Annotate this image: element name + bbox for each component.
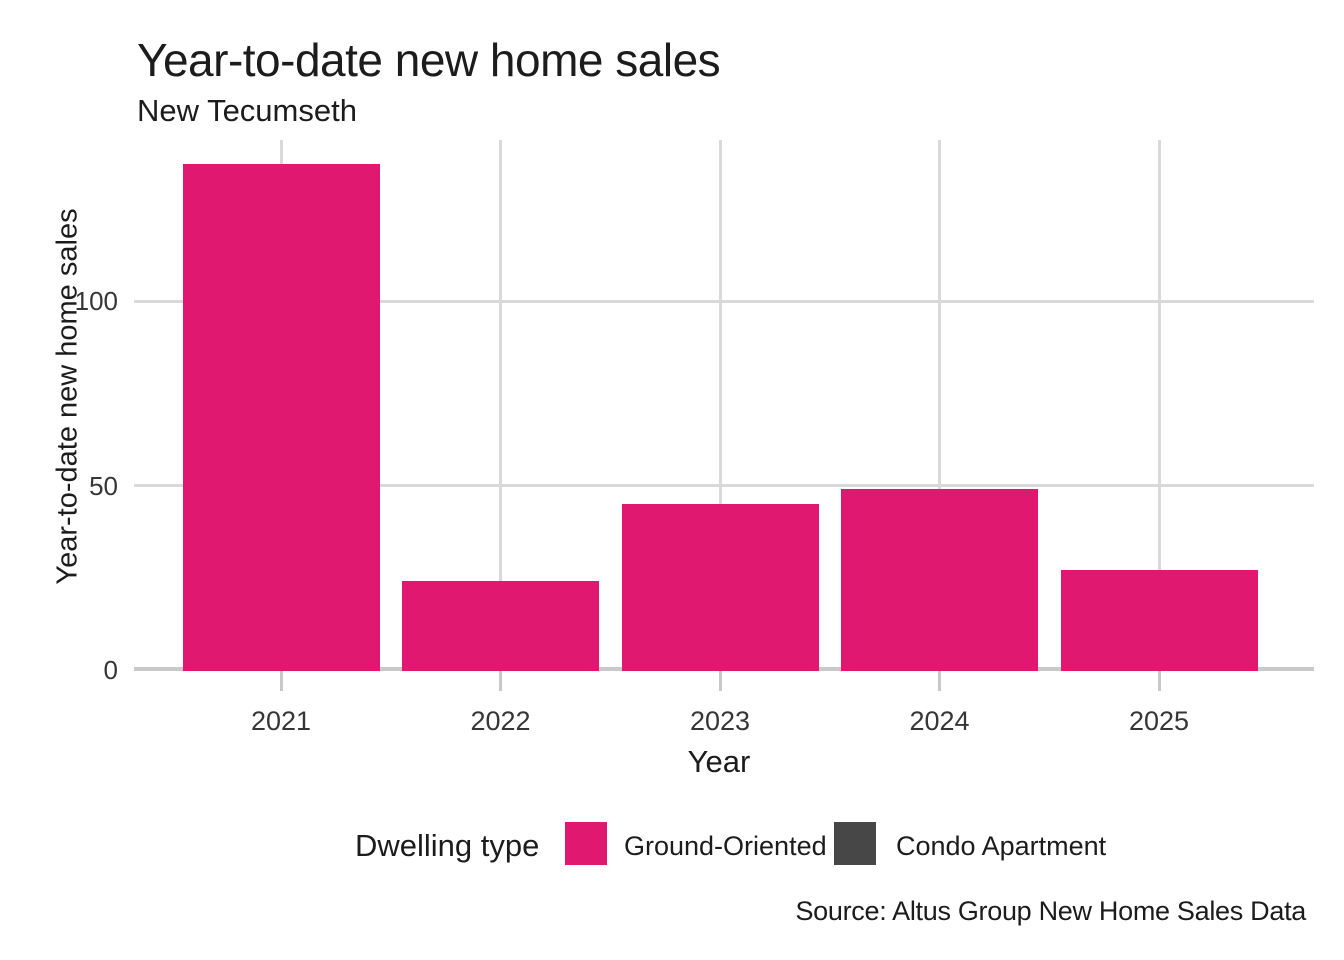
y-tick-label: 100 [74,286,118,316]
bar-ground-oriented-2021 [182,164,380,671]
legend-label-condo-apartment: Condo Apartment [896,831,1107,861]
x-axis-title: Year [687,744,751,779]
gridline-horizontal [134,484,1314,487]
bar-ground-oriented-2024 [841,489,1038,671]
y-tick-label: 0 [103,655,118,685]
x-tick-label: 2025 [1128,706,1190,736]
gridline-vertical [1157,140,1161,670]
x-tick-label: 2023 [689,706,751,736]
x-tick-label: 2024 [909,706,970,736]
legend-swatch-ground-oriented [565,822,607,865]
legend-swatch-condo-apartment [834,822,876,865]
y-axis-title: Year-to-date new home sales [51,208,84,585]
chart-title: Year-to-date new home sales [137,34,721,86]
y-tick-label: 50 [89,470,118,501]
bar-ground-oriented-2023 [621,503,819,671]
gridline-horizontal [134,299,1314,303]
x-tick-label: 2022 [470,706,531,736]
gridline-vertical [938,140,941,670]
x-axis-tick [718,671,722,691]
x-axis-tick [279,671,283,691]
source-note: Source: Altus Group New Home Sales Data [795,896,1306,926]
gridline-vertical [499,140,502,670]
legend-title: Dwelling type [355,828,540,863]
gridline-vertical [718,140,722,670]
bar-ground-oriented-2025 [1060,570,1258,671]
x-tick-label: 2021 [250,706,312,736]
bar-ground-oriented-2022 [402,581,599,671]
x-axis-tick [1157,671,1161,691]
chart-subtitle: New Tecumseth [137,93,357,128]
x-axis-tick [938,671,941,691]
x-axis-tick [499,671,502,691]
legend-label-ground-oriented: Ground-Oriented [624,831,827,861]
